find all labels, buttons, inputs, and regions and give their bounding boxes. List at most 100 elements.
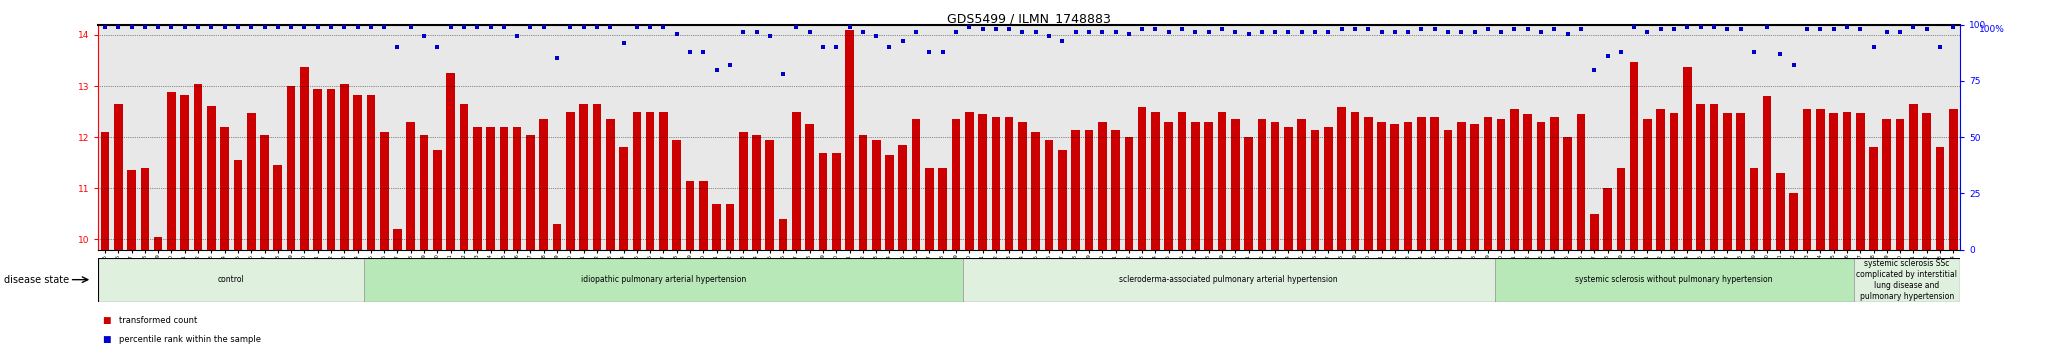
- Point: [1630, 29, 1663, 34]
- Bar: [1006, 117, 1014, 250]
- Bar: [1790, 193, 1798, 250]
- Bar: [1284, 127, 1292, 250]
- Point: [1047, 38, 1079, 43]
- Point: [1724, 27, 1757, 32]
- Point: [1112, 31, 1145, 36]
- Point: [1550, 31, 1583, 36]
- Bar: [1231, 119, 1239, 250]
- Bar: [1444, 130, 1452, 250]
- Point: [967, 27, 999, 32]
- Bar: [248, 113, 256, 250]
- Point: [819, 44, 852, 50]
- Point: [129, 24, 162, 30]
- Point: [156, 24, 188, 30]
- Point: [102, 24, 135, 30]
- Point: [1233, 31, 1266, 36]
- Bar: [1737, 113, 1745, 250]
- Bar: [154, 237, 162, 250]
- Bar: [618, 147, 629, 250]
- Point: [727, 29, 760, 34]
- Bar: [580, 104, 588, 250]
- Bar: [885, 155, 893, 250]
- Point: [1260, 29, 1292, 34]
- Point: [633, 24, 666, 30]
- Bar: [1139, 107, 1147, 250]
- Point: [1804, 27, 1837, 32]
- Bar: [1044, 140, 1053, 250]
- Point: [1032, 33, 1065, 39]
- Bar: [1950, 109, 1958, 250]
- Point: [553, 24, 586, 30]
- Point: [1126, 27, 1159, 32]
- Bar: [1483, 117, 1493, 250]
- Bar: [313, 88, 322, 250]
- Bar: [1245, 137, 1253, 250]
- Point: [739, 29, 772, 34]
- Bar: [1495, 258, 1853, 302]
- Bar: [606, 119, 614, 250]
- Point: [354, 24, 387, 30]
- Bar: [1870, 147, 1878, 250]
- Text: control: control: [217, 275, 244, 284]
- Bar: [168, 92, 176, 250]
- Bar: [301, 67, 309, 250]
- Bar: [1337, 107, 1346, 250]
- Bar: [725, 204, 735, 250]
- Point: [141, 24, 174, 30]
- Point: [940, 29, 973, 34]
- Point: [567, 24, 600, 30]
- Point: [1313, 29, 1346, 34]
- Point: [952, 24, 985, 30]
- Bar: [1855, 113, 1864, 250]
- Bar: [180, 95, 188, 250]
- Bar: [141, 168, 150, 250]
- Point: [1565, 27, 1597, 32]
- Text: idiopathic pulmonary arterial hypertension: idiopathic pulmonary arterial hypertensi…: [582, 275, 745, 284]
- Point: [1165, 27, 1198, 32]
- Bar: [420, 135, 428, 250]
- Point: [754, 33, 786, 39]
- Bar: [1563, 137, 1573, 250]
- Point: [899, 29, 932, 34]
- Point: [475, 24, 508, 30]
- Bar: [432, 150, 442, 250]
- Bar: [473, 127, 481, 250]
- Bar: [328, 88, 336, 250]
- Point: [686, 49, 719, 55]
- Text: percentile rank within the sample: percentile rank within the sample: [119, 335, 260, 344]
- Bar: [805, 124, 813, 250]
- Point: [236, 24, 268, 30]
- Point: [700, 67, 733, 73]
- Bar: [1589, 214, 1599, 250]
- Bar: [340, 84, 348, 250]
- Bar: [1604, 188, 1612, 250]
- Point: [449, 24, 481, 30]
- Bar: [406, 122, 416, 250]
- Point: [395, 24, 428, 30]
- Bar: [221, 127, 229, 250]
- Point: [262, 24, 295, 30]
- Bar: [1550, 117, 1559, 250]
- Bar: [1853, 258, 1960, 302]
- Title: GDS5499 / ILMN_1748883: GDS5499 / ILMN_1748883: [946, 12, 1112, 25]
- Point: [1896, 24, 1929, 30]
- Point: [887, 38, 920, 43]
- Point: [1763, 51, 1796, 57]
- Point: [1366, 29, 1399, 34]
- Bar: [1165, 122, 1174, 250]
- Bar: [1178, 112, 1186, 250]
- Point: [1737, 49, 1769, 55]
- Bar: [1430, 117, 1440, 250]
- Point: [88, 24, 121, 30]
- Text: disease state: disease state: [4, 275, 70, 285]
- Bar: [831, 153, 840, 250]
- Bar: [1059, 150, 1067, 250]
- Point: [381, 44, 414, 50]
- Bar: [1524, 114, 1532, 250]
- Bar: [766, 140, 774, 250]
- Bar: [938, 168, 946, 250]
- Bar: [1577, 114, 1585, 250]
- Bar: [365, 258, 963, 302]
- Point: [1710, 27, 1743, 32]
- Bar: [1722, 113, 1731, 250]
